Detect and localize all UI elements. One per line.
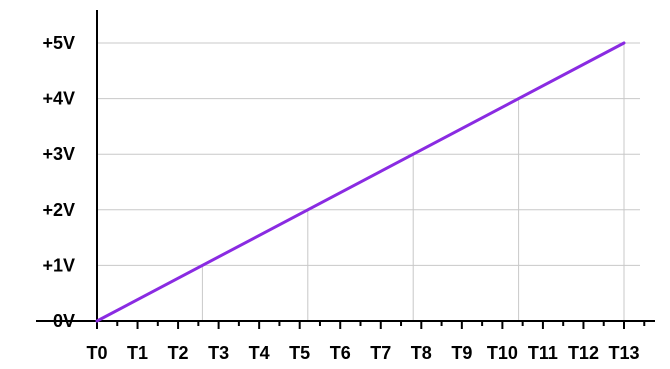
- grid: [97, 42, 640, 321]
- y-tick-label: +4V: [42, 89, 75, 109]
- y-tick-labels: 0V +1V +2V +3V +4V +5V: [42, 33, 75, 331]
- x-tick-label: T4: [249, 343, 270, 363]
- x-tick-label: T10: [487, 343, 518, 363]
- x-tick-label: T8: [411, 343, 432, 363]
- x-tick-label: T5: [289, 343, 310, 363]
- x-tick-label: T0: [86, 343, 107, 363]
- x-tick-label: T9: [451, 343, 472, 363]
- x-tick-label: T3: [208, 343, 229, 363]
- y-tick-label: +3V: [42, 144, 75, 164]
- y-tick-label: +5V: [42, 33, 75, 53]
- y-tick-label: 0V: [53, 311, 75, 331]
- x-tick-label: T13: [608, 343, 639, 363]
- series: [95, 41, 626, 323]
- y-tick-label: +2V: [42, 200, 75, 220]
- x-tick-label: T11: [528, 343, 558, 363]
- x-tick-label: T1: [127, 343, 148, 363]
- series-line: [95, 41, 626, 323]
- x-tick-label: T2: [168, 343, 189, 363]
- x-tick-label: T12: [568, 343, 599, 363]
- x-tick-labels: T0 T1 T2 T3 T4 T5 T6 T7 T8 T9 T10 T11 T12 T13: [86, 343, 639, 363]
- y-tick-label: +1V: [42, 255, 75, 275]
- axes: [36, 10, 655, 329]
- x-tick-label: T6: [330, 343, 351, 363]
- x-tick-label: T7: [370, 343, 391, 363]
